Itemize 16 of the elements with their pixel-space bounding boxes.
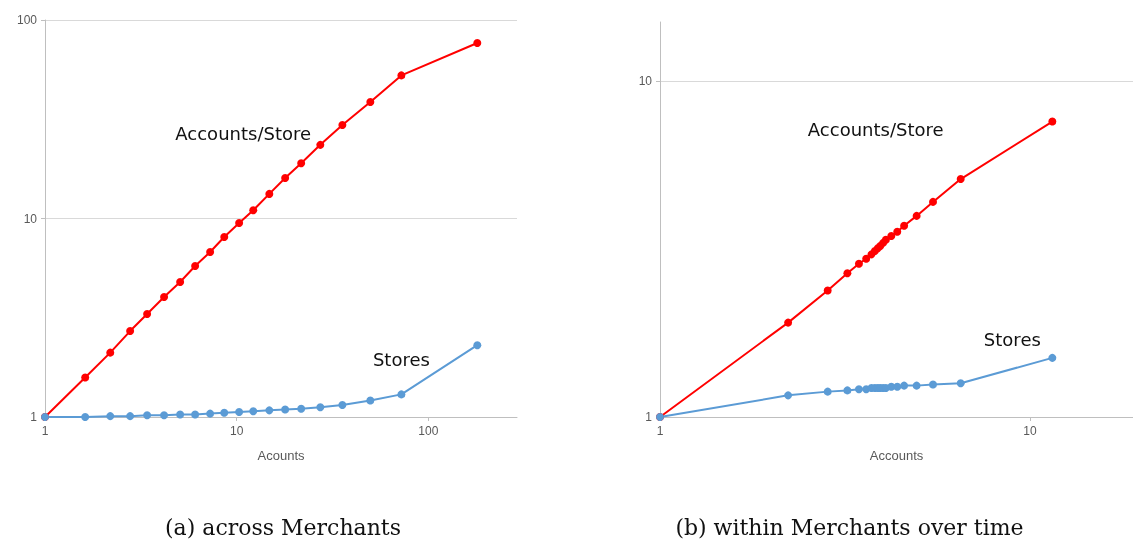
text: Accounts/Store [807,118,944,140]
x-tick-label: 10 [230,424,244,438]
x-axis-title: Acounts [257,448,305,463]
text: (a) across Merchants [164,515,402,540]
text: (b) within Merchants over time [674,515,1025,540]
series-label: Stores [372,348,430,370]
x-tick-label: 1 [656,424,664,438]
y-tick-label: 1 [30,410,38,424]
series-label: Accounts/Store [175,122,312,144]
x-tick-label: 1 [41,424,49,438]
x-tick-label: 100 [418,424,439,438]
series-label: Stores [983,329,1041,351]
x-axis-title: Accounts [869,448,924,463]
y-tick-label: 100 [16,13,38,27]
y-tick-label: 10 [23,211,38,226]
x-tick-label: 10 [1023,424,1037,438]
